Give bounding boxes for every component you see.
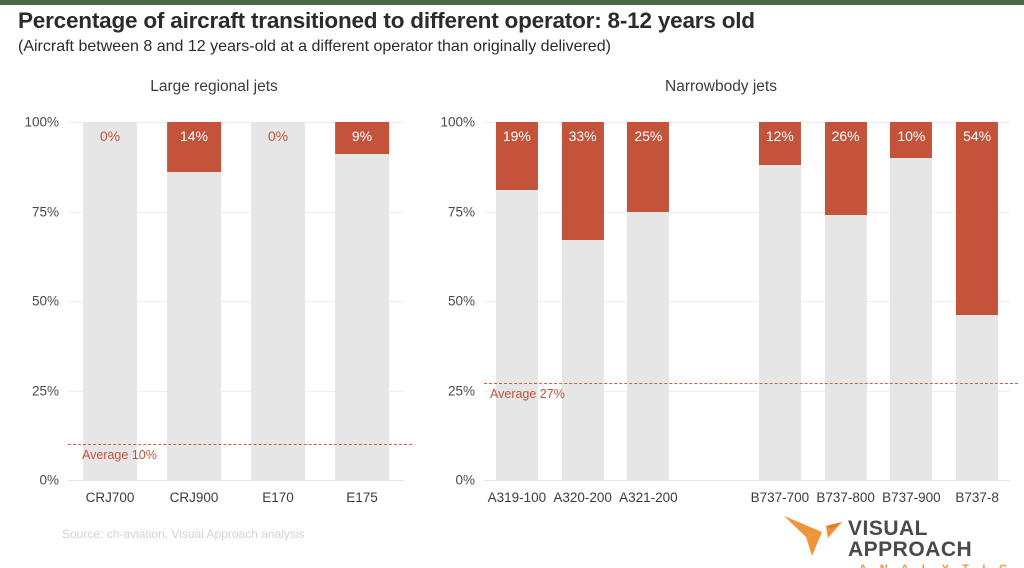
top-accent-bar bbox=[0, 0, 1024, 5]
bar-slot[interactable]: 25% A321-200 bbox=[616, 122, 682, 505]
gridline: 100% bbox=[24, 115, 404, 130]
bar-slot[interactable]: 26% B737-800 bbox=[813, 122, 879, 505]
average-line bbox=[68, 444, 412, 446]
bar-value-segment[interactable] bbox=[495, 122, 538, 191]
source-note: Source: ch-aviation, Visual Approach ana… bbox=[62, 527, 305, 541]
x-axis-tick-label: CRJ700 bbox=[85, 490, 135, 505]
bar-value-segment[interactable] bbox=[561, 122, 604, 241]
bar-value-segment[interactable] bbox=[956, 122, 999, 316]
gridline: 50% bbox=[448, 294, 1010, 309]
bar-value-segment[interactable] bbox=[824, 122, 867, 216]
gridline: 25% bbox=[32, 383, 404, 398]
gridline: 0% bbox=[39, 473, 404, 488]
bar-series: 19% A319-100 33% A320-200 25% A321-200 12% B737… bbox=[484, 122, 1010, 505]
bar-background: 0% bbox=[251, 122, 305, 480]
average-line-label: Average 10% bbox=[82, 448, 157, 463]
bar-slot[interactable]: 12% B737-700 bbox=[747, 122, 813, 505]
bar-series: 0% CRJ700 14% CRJ900 0% E170 9% E175 bbox=[68, 122, 404, 505]
y-axis-tick-label: 100% bbox=[24, 114, 59, 130]
x-axis-tick-label: B737-700 bbox=[750, 490, 810, 505]
logo-wordmark: VISUAL APPROACH A N A L Y T I C S bbox=[848, 518, 1014, 568]
bar-background: 14% bbox=[167, 122, 221, 480]
bar-background: 25% bbox=[627, 122, 670, 480]
x-axis-tick-label: A321-200 bbox=[619, 490, 678, 505]
bar-background: 33% bbox=[561, 122, 604, 480]
plot-area: 0% 25% 50% 75% 100% 19% A319-100 33% A320-200 25… bbox=[440, 115, 1018, 505]
x-axis-tick-label: B737-900 bbox=[882, 490, 941, 505]
bar-background: 0% bbox=[83, 122, 137, 480]
page-title: Percentage of aircraft transitioned to d… bbox=[18, 8, 755, 33]
gridline: 75% bbox=[448, 204, 1010, 219]
plot-area: 0% 25% 50% 75% 100% 0% CRJ700 14% CRJ900 0% E170 9… bbox=[24, 115, 412, 505]
x-axis-tick-label: CRJ900 bbox=[169, 490, 219, 505]
x-axis-tick-label: A319-100 bbox=[487, 490, 547, 505]
gridline: 75% bbox=[32, 204, 404, 219]
x-axis-tick-label: E170 bbox=[262, 490, 294, 505]
logo-primary-text: VISUAL APPROACH bbox=[848, 517, 973, 561]
bar-value-segment[interactable] bbox=[890, 122, 933, 158]
chart-title: Large regional jets bbox=[150, 78, 278, 95]
bar-slot[interactable]: 19% A319-100 bbox=[484, 122, 550, 505]
chart-title: Narrowbody jets bbox=[665, 78, 777, 95]
bar-background: 10% bbox=[890, 122, 933, 480]
x-axis-tick-label: E175 bbox=[346, 490, 378, 505]
y-axis-tick-label: 75% bbox=[447, 204, 475, 219]
bar-slot-empty bbox=[681, 122, 747, 480]
y-axis-tick-label: 50% bbox=[447, 293, 475, 309]
bar-background: 12% bbox=[758, 122, 801, 480]
y-axis-tick-label: 25% bbox=[447, 383, 475, 398]
chart-panel-large-regional-jets: Large regional jets 0% 25% 50% 75% 100% 0% CR… bbox=[14, 78, 414, 505]
chart-panel-narrowbody-jets: Narrowbody jets 0% 25% 50% 75% 100% 19% A319-… bbox=[424, 78, 1018, 505]
gridline: 100% bbox=[440, 115, 1010, 130]
bar-background: 19% bbox=[495, 122, 538, 480]
bar-background: 9% bbox=[335, 122, 389, 480]
x-axis-tick-label: B737-8 bbox=[955, 490, 999, 505]
bar-slot[interactable]: 9% E175 bbox=[320, 122, 404, 505]
bar-value-segment[interactable] bbox=[335, 122, 389, 155]
y-axis-tick-label: 0% bbox=[455, 472, 475, 488]
brand-logo: VISUAL APPROACH A N A L Y T I C S bbox=[782, 512, 1014, 568]
x-axis-tick-label: B737-800 bbox=[816, 490, 875, 505]
bar-value-segment[interactable] bbox=[627, 122, 670, 212]
bar-slot[interactable]: 0% CRJ700 bbox=[68, 122, 152, 505]
bar-data-label: 0% bbox=[267, 128, 289, 144]
bar-slot[interactable]: 54% B737-8 bbox=[944, 122, 1010, 505]
y-axis-tick-label: 25% bbox=[31, 383, 59, 398]
bar-slot[interactable]: 33% A320-200 bbox=[550, 122, 616, 505]
bar-background: 54% bbox=[956, 122, 999, 480]
gridline: 0% bbox=[455, 473, 1010, 488]
bar-background: 26% bbox=[824, 122, 867, 480]
bar-slot[interactable]: 10% B737-900 bbox=[879, 122, 945, 505]
y-axis-tick-label: 0% bbox=[39, 472, 59, 488]
bar-slot[interactable]: 0% E170 bbox=[236, 122, 320, 505]
logo-secondary-text: A N A L Y T I C S bbox=[848, 564, 1014, 568]
bar-value-segment[interactable] bbox=[758, 122, 801, 165]
average-line bbox=[484, 383, 1018, 385]
bar-slot[interactable]: 14% CRJ900 bbox=[152, 122, 236, 505]
y-axis-tick-label: 75% bbox=[31, 204, 59, 219]
gridline: 25% bbox=[448, 383, 1010, 398]
y-axis-tick-label: 100% bbox=[440, 114, 475, 130]
x-axis-tick-label: A320-200 bbox=[553, 490, 612, 505]
page-subtitle: (Aircraft between 8 and 12 years-old at … bbox=[18, 38, 611, 55]
bar-data-label: 0% bbox=[99, 128, 121, 144]
bar-value-segment[interactable] bbox=[167, 122, 221, 173]
average-line-label: Average 27% bbox=[490, 387, 565, 402]
bird-arrow-icon bbox=[782, 512, 844, 558]
y-axis-tick-label: 50% bbox=[31, 293, 59, 309]
gridline: 50% bbox=[32, 294, 404, 309]
